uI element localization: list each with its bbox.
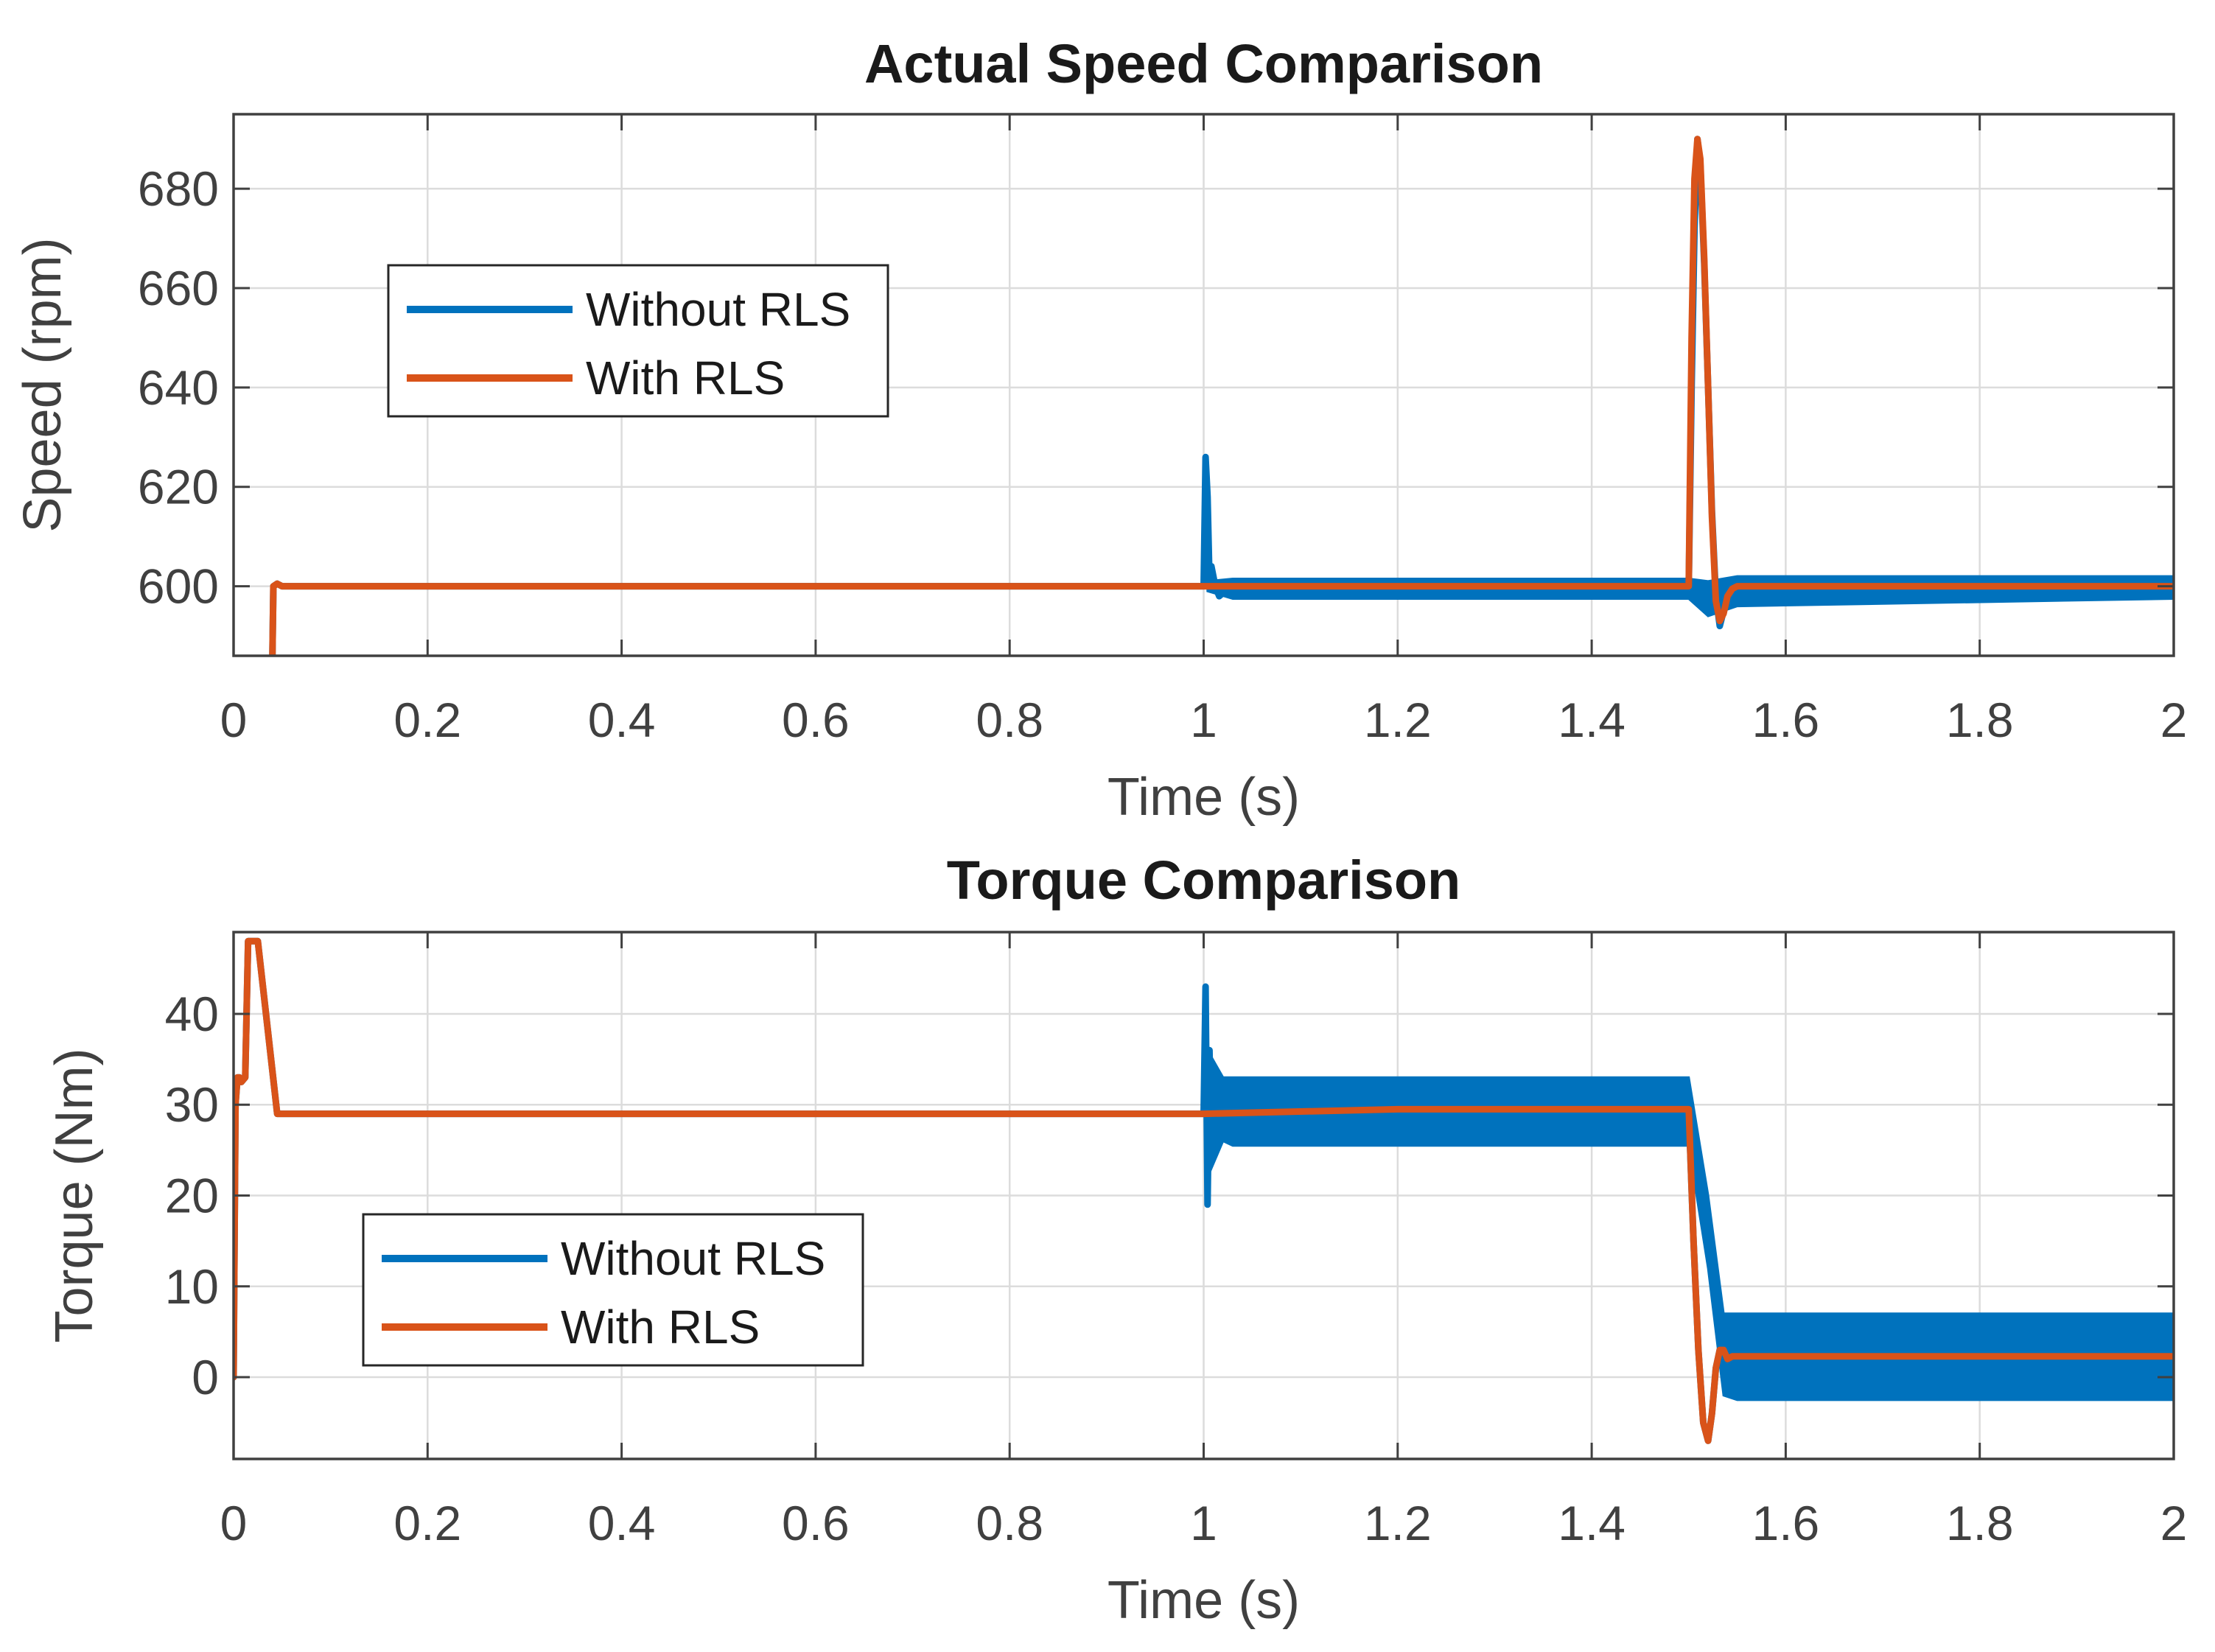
y-axis-label: Speed (rpm): [13, 237, 72, 532]
legend-label: Without RLS: [586, 283, 850, 336]
x-tick-label: 1.2: [1364, 693, 1432, 747]
chart-2: 0 0.2 0.4 0.6 0.8 1 1.2 1.4 1.6 1.8 2010203040Torq…: [45, 850, 2187, 1630]
x-tick-label: 0.8: [976, 693, 1043, 747]
legend-box: [387, 264, 889, 418]
x-tick-label: 1.8: [1946, 1496, 2014, 1550]
x-tick-label: 2: [2160, 1496, 2188, 1550]
chart-title: Torque Comparison: [947, 850, 1461, 911]
y-tick-label: 620: [138, 460, 219, 514]
x-tick-label: 1.4: [1558, 1496, 1626, 1550]
x-tick-label: 0.6: [782, 693, 850, 747]
x-tick-label: 0.6: [782, 1496, 850, 1550]
x-tick-label: 0.4: [588, 1496, 656, 1550]
x-tick-label: 0: [220, 1496, 248, 1550]
x-tick-label: 1.4: [1558, 693, 1626, 747]
x-tick-label: 0.8: [976, 1496, 1043, 1550]
y-tick-label: 680: [138, 161, 219, 216]
x-tick-label: 1.6: [1752, 693, 1820, 747]
y-tick-label: 20: [165, 1169, 219, 1223]
x-tick-label: 1.2: [1364, 1496, 1432, 1550]
x-tick-label: 1.6: [1752, 1496, 1820, 1550]
x-axis-label: Time (s): [1108, 768, 1300, 827]
legend: Without RLS With RLS: [362, 1213, 864, 1367]
y-tick-label: 640: [138, 360, 219, 415]
x-tick-label: 1.8: [1946, 693, 2014, 747]
y-tick-label: 0: [192, 1350, 219, 1404]
data-layer: [234, 937, 2174, 1444]
series-line-2: [234, 937, 2174, 1444]
y-tick-label: 30: [165, 1077, 219, 1132]
series-line-2: [269, 136, 2174, 656]
legend-box: [362, 1213, 864, 1367]
chart-title: Actual Speed Comparison: [864, 33, 1543, 94]
x-tick-label: 0.2: [393, 693, 461, 747]
legend: Without RLS With RLS: [387, 264, 889, 418]
y-tick-label: 40: [165, 987, 219, 1041]
x-tick-label: 1: [1190, 1496, 1217, 1550]
x-axis-label: Time (s): [1108, 1571, 1300, 1630]
series-band-1: [1206, 1046, 2174, 1401]
data-layer: [269, 136, 2174, 656]
legend-label: Without RLS: [561, 1232, 825, 1285]
y-tick-label: 600: [138, 559, 219, 614]
y-tick-label: 660: [138, 261, 219, 315]
legend-label: With RLS: [561, 1301, 760, 1354]
legend-label: With RLS: [586, 351, 785, 405]
x-tick-label: 2: [2160, 693, 2188, 747]
x-tick-label: 0.4: [588, 693, 656, 747]
y-tick-label: 10: [165, 1259, 219, 1314]
y-axis-label: Torque (Nm): [45, 1048, 104, 1343]
chart-1: 0 0.2 0.4 0.6 0.8 1 1.2 1.4 1.6 1.8 2 600 620 640 660 6…: [13, 33, 2187, 827]
x-tick-label: 0.2: [393, 1496, 461, 1550]
x-tick-label: 0: [220, 693, 248, 747]
x-tick-label: 1: [1190, 693, 1217, 747]
